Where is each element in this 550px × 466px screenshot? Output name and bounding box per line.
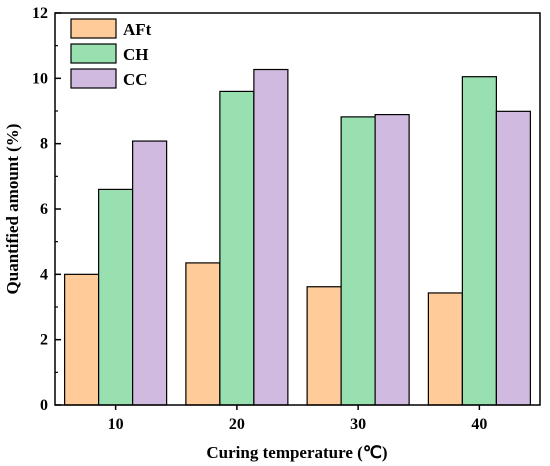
bar-aft-30 [306, 286, 342, 406]
y-tick-label: 0 [40, 397, 48, 414]
x-axis-title: Curing temperature (℃) [206, 443, 387, 462]
legend-label-aft: AFt [123, 20, 152, 39]
bar-aft-10 [64, 273, 100, 406]
bar-aft-40 [427, 292, 463, 406]
y-tick-label: 12 [32, 5, 48, 22]
bar-ch-40 [461, 76, 497, 406]
bar-cc-10 [132, 140, 168, 406]
legend-label-ch: CH [123, 45, 149, 64]
y-axis-title: Quantified amount (%) [3, 124, 22, 295]
bar-aft-20 [185, 262, 221, 406]
y-axis: 0 2 4 6 8 10 12 [32, 5, 61, 414]
legend-label-cc: CC [123, 70, 148, 89]
legend-swatch-ch [70, 43, 117, 64]
y-tick-label: 2 [40, 332, 48, 349]
legend-swatch-aft [70, 18, 117, 39]
bar-ch-30 [340, 116, 376, 406]
y-tick-label: 6 [40, 201, 48, 218]
legend: AFt CH CC [70, 18, 152, 89]
x-tick-label: 20 [229, 416, 245, 433]
x-axis: 10 20 30 40 [108, 405, 487, 433]
legend-swatch-cc [70, 68, 117, 89]
bars-layer [64, 68, 531, 406]
y-tick-label: 4 [40, 266, 48, 283]
y-tick-label: 8 [40, 136, 48, 153]
x-tick-label: 10 [108, 416, 124, 433]
bar-cc-40 [495, 110, 531, 406]
x-tick-label: 30 [350, 416, 366, 433]
x-tick-label: 40 [471, 416, 487, 433]
y-tick-label: 10 [32, 70, 48, 87]
bar-ch-20 [219, 90, 255, 406]
bar-cc-30 [374, 113, 410, 406]
bar-cc-20 [253, 68, 289, 406]
bar-ch-10 [98, 188, 134, 406]
